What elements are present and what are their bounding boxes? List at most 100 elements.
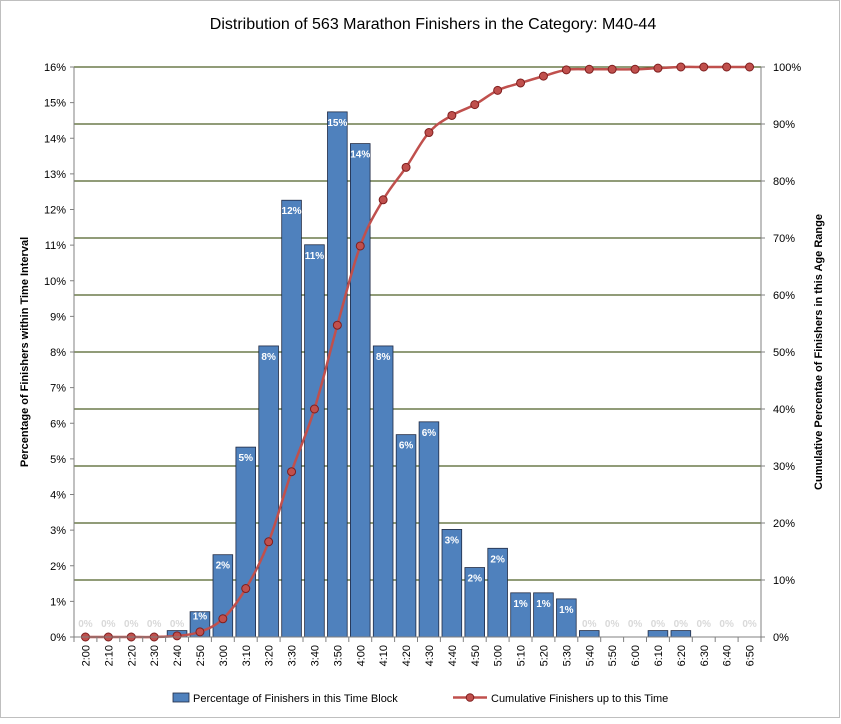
x-tick-label: 4:50	[470, 645, 482, 666]
bar-data-label: 8%	[261, 352, 276, 363]
bar	[327, 111, 348, 638]
bar	[372, 345, 394, 638]
chart-title: Distribution of 563 Marathon Finishers i…	[210, 16, 657, 33]
bar-series	[166, 111, 692, 638]
x-tick-label: 6:00	[630, 645, 642, 666]
cumulative-point	[378, 195, 388, 205]
cumulative-point	[561, 65, 571, 75]
x-tick-label: 2:40	[172, 645, 184, 666]
bar-data-label: 5%	[239, 453, 254, 464]
y-tick-label-right: 60%	[773, 290, 795, 302]
cumulative-point	[630, 64, 640, 74]
y-tick-label-left: 5%	[50, 454, 66, 466]
cumulative-point	[218, 614, 228, 624]
bar-data-label: 2%	[490, 554, 505, 565]
bar	[418, 421, 440, 638]
x-tick-label: 6:30	[699, 645, 711, 666]
x-tick-label: 6:10	[653, 645, 665, 666]
bar	[235, 446, 256, 638]
y-tick-label-left: 10%	[44, 276, 66, 288]
bar-data-label: 0%	[605, 619, 620, 630]
bar-data-label: 1%	[513, 599, 528, 610]
bar-data-label: 2%	[216, 561, 231, 572]
x-tick-label: 5:40	[584, 645, 596, 666]
y-tick-label-left: 2%	[50, 561, 66, 573]
cumulative-point	[332, 320, 342, 330]
bar-data-label: 6%	[422, 428, 437, 439]
bar	[350, 143, 371, 638]
cumulative-point	[653, 63, 663, 73]
x-tick-label: 5:50	[607, 645, 619, 666]
y-tick-label-left: 1%	[50, 596, 66, 608]
cumulative-point	[493, 85, 503, 95]
cumulative-point	[355, 241, 365, 251]
bar-data-label: 0%	[78, 619, 93, 630]
x-tick-label: 4:10	[378, 645, 390, 666]
cumulative-point	[241, 584, 251, 594]
x-tick-label: 6:50	[745, 645, 757, 666]
y-tick-label-right: 90%	[773, 119, 795, 131]
cumulative-point	[401, 162, 411, 172]
x-tick-label: 2:50	[195, 645, 207, 666]
x-tick-label: 5:10	[516, 645, 528, 666]
x-tick-label: 3:30	[287, 645, 299, 666]
cumulative-point	[584, 64, 594, 74]
y-tick-label-right: 100%	[773, 62, 801, 74]
x-tick-label: 3:00	[218, 645, 230, 666]
y-tick-label-right: 40%	[773, 404, 795, 416]
bar	[281, 199, 302, 638]
y-tick-label-left: 15%	[44, 98, 66, 110]
bar-data-label: 0%	[101, 619, 116, 630]
bar-data-label: 0%	[651, 619, 666, 630]
y-tick-label-left: 7%	[50, 383, 66, 395]
y-tick-label-right: 0%	[773, 632, 789, 644]
bar-data-label: 2%	[468, 574, 483, 585]
y-tick-label-right: 80%	[773, 176, 795, 188]
bar-data-label: 1%	[536, 599, 551, 610]
cumulative-point	[699, 62, 709, 72]
x-tick-label: 3:20	[264, 645, 276, 666]
bar-data-label: 0%	[170, 619, 185, 630]
bar-data-label: 0%	[742, 619, 757, 630]
x-tick-label: 2:30	[149, 645, 161, 666]
cumulative-point	[745, 62, 755, 72]
cumulative-point	[287, 467, 297, 477]
data-labels: 0% 0% 0% 0% 0% 1% 2% 5% 8% 12% 11% 15% 14% 8% 6% 6% 3% 2%…	[78, 118, 757, 630]
bar-data-label: 0%	[697, 619, 712, 630]
legend-bar-label: Percentage of Finishers in this Time Blo…	[193, 693, 398, 705]
y-tick-label-right: 70%	[773, 233, 795, 245]
cumulative-point	[309, 404, 319, 414]
y-tick-label-left: 13%	[44, 169, 66, 181]
bar-data-label: 1%	[193, 612, 208, 623]
bar-data-label: 0%	[147, 619, 162, 630]
cumulative-point	[607, 64, 617, 74]
bar-data-label: 12%	[282, 206, 302, 217]
bar-data-label: 1%	[559, 605, 574, 616]
bar-data-label: 15%	[327, 118, 347, 129]
x-tick-label: 4:00	[355, 645, 367, 666]
bar-data-label: 11%	[305, 251, 325, 262]
cumulative-point	[264, 537, 274, 547]
y-tick-label-left: 4%	[50, 490, 66, 502]
bar	[579, 630, 600, 638]
axes: 0% 1% 2% 3% 4% 5% 6% 7% 8% 9% 10% 11% 12% 13% 14% 15% 16…	[44, 62, 801, 666]
y-tick-label-left: 12%	[44, 205, 66, 217]
y-axis-label-right: Cumulative Percentae of Finishers in thi…	[813, 214, 825, 490]
gridlines	[74, 66, 761, 581]
x-tick-label: 5:20	[538, 645, 550, 666]
legend-line-marker	[465, 693, 475, 702]
y-tick-label-right: 10%	[773, 575, 795, 587]
bar-data-label: 3%	[445, 535, 460, 546]
legend: Percentage of Finishers in this Time Blo…	[172, 692, 668, 705]
cumulative-point	[424, 128, 434, 138]
bar	[647, 630, 669, 638]
y-tick-label-right: 30%	[773, 461, 795, 473]
x-tick-label: 6:40	[722, 645, 734, 666]
cumulative-point	[516, 78, 526, 88]
bar-data-label: 0%	[124, 619, 139, 630]
x-tick-label: 3:40	[309, 645, 321, 666]
bar-data-label: 0%	[674, 619, 689, 630]
cumulative-point	[676, 62, 686, 72]
